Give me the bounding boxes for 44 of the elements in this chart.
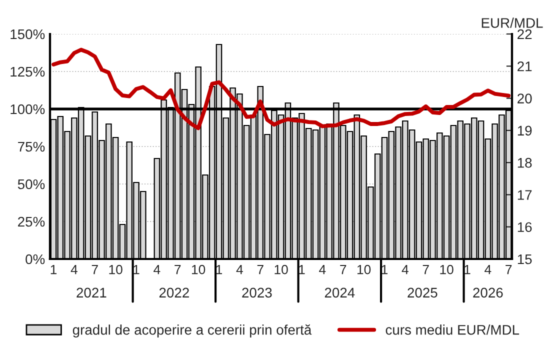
x-tick-label: 1 xyxy=(216,265,222,274)
y-tick-label: 75% xyxy=(18,142,45,152)
y2-tick-label: 18 xyxy=(518,158,532,168)
x-tick-label: 4 xyxy=(402,265,408,274)
y-tick-label: 125% xyxy=(10,66,45,77)
x-tick-label: 10 xyxy=(440,264,454,274)
y-tick-label: 25% xyxy=(18,216,45,227)
y-tick-label: 100% xyxy=(10,104,45,114)
text: 2025 xyxy=(408,288,438,298)
x-tick-label: 7 xyxy=(422,265,429,274)
x-tick-label: 10 xyxy=(109,264,122,274)
y2-tick-label: 19 xyxy=(518,126,532,136)
x-tick-label: 1 xyxy=(50,265,57,274)
y2-tick-label: 22 xyxy=(518,29,532,40)
x-tick-label: 7 xyxy=(257,265,264,274)
x-tick-label: 1 xyxy=(382,265,388,274)
x-tick-label: 4 xyxy=(484,265,492,274)
x-tick-label: 4 xyxy=(70,265,78,274)
x-tick-label: 4 xyxy=(236,265,243,274)
y-tick-label: 0% xyxy=(26,254,45,264)
text: 2024 xyxy=(324,288,355,298)
x-tick-label: 4 xyxy=(154,265,160,274)
x-tick-label: 10 xyxy=(192,264,206,274)
legend-label: curs mediu EUR/MDL xyxy=(386,324,520,335)
x-tick-label: 10 xyxy=(274,264,288,274)
y2-tick-label: 16 xyxy=(518,222,532,232)
y2-tick-label: 17 xyxy=(518,190,532,200)
y-tick-label: 150% xyxy=(10,29,45,40)
x-tick-label: 7 xyxy=(174,265,181,274)
x-tick-label: 7 xyxy=(506,265,512,274)
legend-label: gradul de acoperire a cererii prin ofertă xyxy=(72,324,312,338)
y2-tick-label: 15 xyxy=(518,254,532,264)
text: 2023 xyxy=(242,288,272,298)
text: 2026 xyxy=(473,288,503,298)
y-tick-label: 50% xyxy=(18,179,45,190)
x-tick-label: 10 xyxy=(357,264,371,274)
text: 2022 xyxy=(159,288,189,298)
y2-tick-label: 21 xyxy=(518,61,532,72)
text: 2021 xyxy=(76,288,106,298)
y2-tick-label: 20 xyxy=(518,94,532,104)
x-tick-label: 4 xyxy=(319,265,326,274)
y2-axis-title: EUR/MDL xyxy=(482,18,543,28)
x-tick-label: 7 xyxy=(340,265,346,274)
x-tick-label: 7 xyxy=(92,265,98,274)
